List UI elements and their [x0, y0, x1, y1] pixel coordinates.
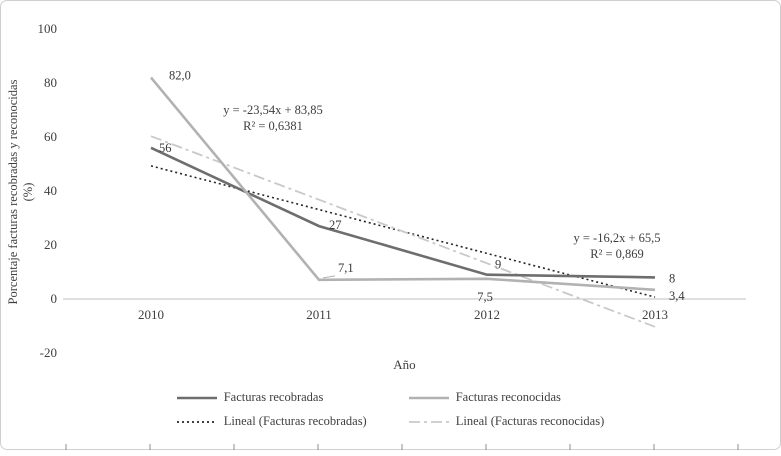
legend-line-solid-light-icon [408, 396, 449, 399]
legend-line-solid-dark-icon [176, 396, 217, 399]
legend-label: Lineal (Facturas reconocidas) [455, 414, 605, 428]
y-axis-title: Porcentaje facturas recobradas y reconoc… [6, 27, 38, 357]
data-label: 82,0 [169, 69, 191, 83]
data-label: 27 [329, 218, 342, 232]
y-axis-title-line1: Porcentaje facturas recobradas y reconoc… [6, 79, 20, 305]
y-tick-label: 40 [44, 183, 57, 198]
legend-label: Facturas recobradas [223, 390, 324, 404]
chart-legend: Facturas recobradas Facturas reconocidas… [1, 390, 780, 429]
legend-line-dotted-icon [176, 420, 217, 423]
data-label: 3,4 [669, 289, 685, 303]
data-series-line [150, 76, 656, 292]
y-tick-label: 0 [51, 291, 58, 306]
legend-line-dashdot-icon [408, 420, 449, 423]
data-label: 56 [159, 141, 172, 155]
legend-item-reconocidas: Facturas reconocidas [408, 390, 605, 405]
data-label: 7,1 [338, 261, 354, 275]
equation-text: y = -16,2x + 65,5 [573, 231, 661, 245]
x-tick-label: 2010 [138, 307, 164, 322]
data-series-line [150, 146, 656, 279]
y-tick-label: 100 [38, 21, 58, 36]
r-squared-text: R² = 0,869 [590, 247, 644, 261]
y-axis-title-line2: (%) [21, 182, 35, 202]
x-tick-label: 2011 [306, 307, 332, 322]
data-label-leader [322, 275, 336, 279]
trendline-equation-reconocidas: y = -23,54x + 83,85 R² = 0,6381 [173, 102, 373, 134]
y-tick-label: 60 [44, 129, 57, 144]
legend-item-lineal-reconocidas: Lineal (Facturas reconocidas) [408, 414, 605, 429]
x-tick-label: 2013 [642, 307, 668, 322]
legend-item-recobradas: Facturas recobradas [176, 390, 367, 405]
x-tick-label: 2012 [474, 307, 500, 322]
legend-label: Facturas reconocidas [455, 390, 561, 404]
y-tick-label: 80 [44, 75, 57, 90]
x-axis-title: Año [393, 357, 416, 372]
y-tick-label: -20 [40, 345, 57, 360]
y-tick-label: 20 [44, 237, 57, 252]
data-label: 7,5 [477, 290, 493, 304]
data-label: 8 [669, 271, 675, 285]
data-label: 9 [495, 258, 501, 272]
legend-label: Lineal (Facturas recobradas) [223, 414, 367, 428]
equation-text: y = -23,54x + 83,85 [223, 103, 323, 117]
r-squared-text: R² = 0,6381 [243, 119, 303, 133]
trendline-equation-recobradas: y = -16,2x + 65,5 R² = 0,869 [517, 230, 717, 262]
trendline [150, 135, 656, 328]
legend-item-lineal-recobradas: Lineal (Facturas recobradas) [176, 414, 367, 429]
